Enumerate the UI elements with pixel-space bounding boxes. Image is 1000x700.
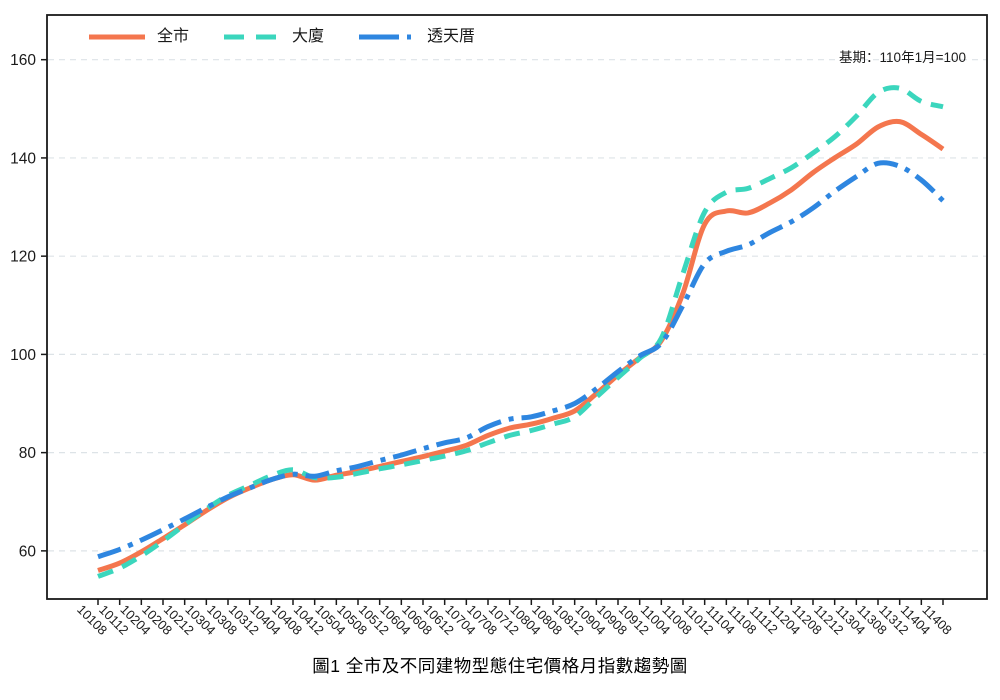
city-line-swatch: [89, 34, 145, 40]
y-tick-label: 80: [19, 445, 37, 462]
building-line-swatch: [224, 34, 281, 40]
series-line-city: [97, 118, 945, 573]
legend-item-building: 大廈: [223, 29, 324, 45]
chart-title: 圖1 全市及不同建物型態住宅價格月指數趨勢圖: [312, 656, 688, 676]
base-period-note: 基期：110年1月=100: [839, 50, 966, 65]
townhouse-line-swatch: [359, 34, 416, 40]
y-tick-label: 60: [19, 543, 37, 560]
series-line-townhouse: [97, 160, 945, 560]
legend-label: 透天厝: [427, 28, 476, 45]
plot-border: [46, 14, 988, 600]
y-tick-label: 100: [10, 347, 36, 364]
legend-item-townhouse: 透天厝: [358, 29, 475, 45]
legend-label: 大廈: [292, 28, 325, 45]
y-tick-label: 140: [10, 150, 36, 167]
legend: 全市 大廈 透天厝: [88, 29, 475, 45]
legend-label: 全市: [157, 28, 190, 45]
y-tick-label: 160: [10, 52, 36, 69]
y-tick-label: 120: [10, 249, 36, 266]
legend-item-city: 全市: [88, 29, 189, 45]
series-line-building: [97, 85, 944, 579]
